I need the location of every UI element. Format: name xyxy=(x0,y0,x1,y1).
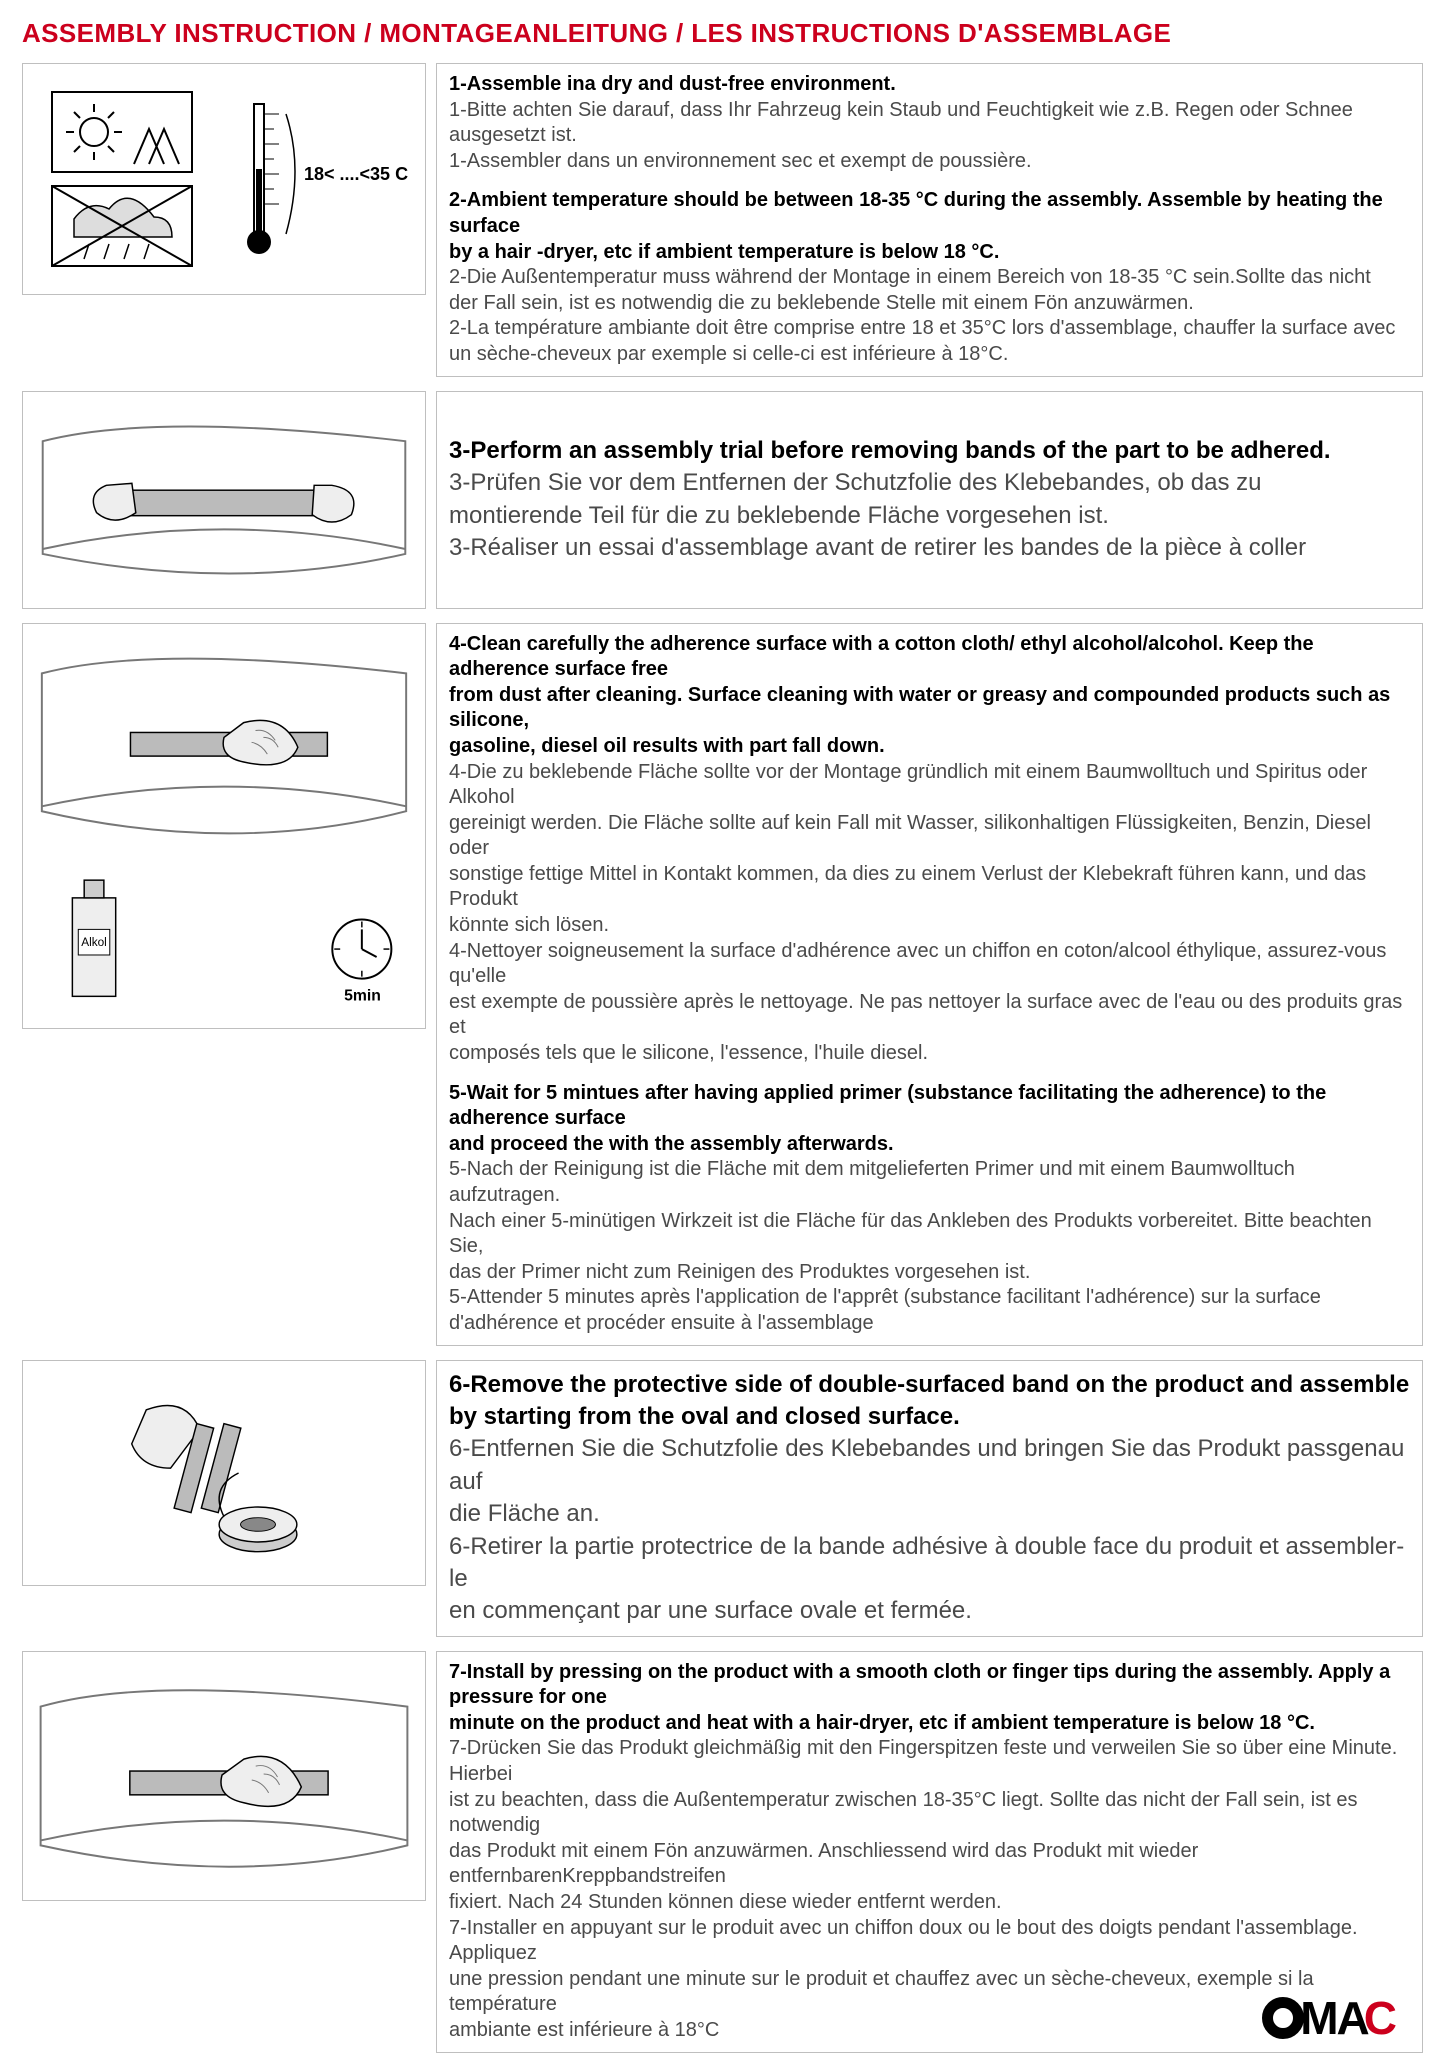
step6-en-l1: 6-Remove the protective side of double-s… xyxy=(449,1369,1410,1401)
temp-label: 18< ....<35 C xyxy=(304,164,408,184)
illustration-press xyxy=(22,1651,426,1901)
step-row-2: 3-Perform an assembly trial before remov… xyxy=(22,391,1423,609)
step7-de-l3: das Produkt mit einem Fön anzuwärmen. An… xyxy=(449,1839,1410,1890)
step-4-5-text: 4-Clean carefully the adherence surface … xyxy=(436,623,1423,1346)
step6-en-l2: by starting from the oval and closed sur… xyxy=(449,1401,1410,1433)
step7-fr-l1: 7-Installer en appuyant sur le produit a… xyxy=(449,1916,1410,1967)
step4-en-l1: 4-Clean carefully the adherence surface … xyxy=(449,632,1410,683)
temp-icon: 18< ....<35 C xyxy=(33,74,415,284)
step3-de-l2: montierende Teil für die zu beklebende F… xyxy=(449,500,1410,532)
trial-icon xyxy=(33,402,415,598)
step4-fr-l3: composés tels que le silicone, l'essence… xyxy=(449,1041,1410,1067)
step-6-text: 6-Remove the protective side of double-s… xyxy=(436,1360,1423,1637)
page: ASSEMBLY INSTRUCTION / MONTAGEANLEITUNG … xyxy=(22,18,1423,2053)
step5-fr-l1: 5-Attender 5 minutes après l'application… xyxy=(449,1285,1410,1311)
step4-fr-l2: est exempte de poussière après le nettoy… xyxy=(449,990,1410,1041)
step4-fr-l1: 4-Nettoyer soigneusement la surface d'ad… xyxy=(449,939,1410,990)
step3-en: 3-Perform an assembly trial before remov… xyxy=(449,435,1410,467)
step7-de-l2: ist zu beachten, dass die Außentemperatu… xyxy=(449,1788,1410,1839)
step4-de-l1: 4-Die zu beklebende Fläche sollte vor de… xyxy=(449,760,1410,811)
step-1-2-text: 1-Assemble ina dry and dust-free environ… xyxy=(436,63,1423,377)
step4-en-l3: gasoline, diesel oil results with part f… xyxy=(449,734,1410,760)
step4-de-l4: könnte sich lösen. xyxy=(449,913,1410,939)
step7-de-l1: 7-Drücken Sie das Produkt gleichmäßig mi… xyxy=(449,1736,1410,1787)
step5-fr-l2: d'adhérence et procéder ensuite à l'asse… xyxy=(449,1311,1410,1337)
step-3-text: 3-Perform an assembly trial before remov… xyxy=(436,391,1423,609)
step7-en-l2: minute on the product and heat with a ha… xyxy=(449,1711,1410,1737)
step2-de-l1: 2-Die Außentemperatur muss während der M… xyxy=(449,265,1410,291)
page-title: ASSEMBLY INSTRUCTION / MONTAGEANLEITUNG … xyxy=(22,18,1423,49)
step2-fr-l2: un sèche-cheveux par exemple si celle-ci… xyxy=(449,342,1410,368)
step-row-1: 18< ....<35 C 1-Assemble ina dry and dus… xyxy=(22,63,1423,377)
step3-fr: 3-Réaliser un essai d'assemblage avant d… xyxy=(449,532,1410,564)
step6-fr-l2: en commençant par une surface ovale et f… xyxy=(449,1595,1410,1627)
step5-en-l2: and proceed the with the assembly afterw… xyxy=(449,1132,1410,1158)
illustration-environment: 18< ....<35 C xyxy=(22,63,426,295)
step2-de-l2: der Fall sein, ist es notwendig die zu b… xyxy=(449,291,1410,317)
step6-fr-l1: 6-Retirer la partie protectrice de la ba… xyxy=(449,1531,1410,1596)
step2-fr-l1: 2-La température ambiante doit être comp… xyxy=(449,316,1410,342)
step4-en-l2: from dust after cleaning. Surface cleani… xyxy=(449,683,1410,734)
step5-en-l1: 5-Wait for 5 mintues after having applie… xyxy=(449,1081,1410,1132)
illustration-remove-band xyxy=(22,1360,426,1586)
press-icon xyxy=(33,1662,415,1890)
step-row-5: 7-Install by pressing on the product wit… xyxy=(22,1651,1423,2053)
illustration-clean-primer: Alkol 5min xyxy=(22,623,426,1029)
step2-en-l1: 2-Ambient temperature should be between … xyxy=(449,188,1410,239)
step7-en-l1: 7-Install by pressing on the product wit… xyxy=(449,1660,1410,1711)
remove-band-icon xyxy=(33,1371,415,1575)
step7-de-l4: fixiert. Nach 24 Stunden können diese wi… xyxy=(449,1890,1410,1916)
step6-de-l2: die Fläche an. xyxy=(449,1498,1410,1530)
step-row-4: 6-Remove the protective side of double-s… xyxy=(22,1360,1423,1637)
step3-de-l1: 3-Prüfen Sie vor dem Entfernen der Schut… xyxy=(449,467,1410,499)
step1-fr: 1-Assembler dans un environnement sec et… xyxy=(449,149,1410,175)
step5-de-l2: Nach einer 5-minütigen Wirkzeit ist die … xyxy=(449,1209,1410,1260)
step5-de-l3: das der Primer nicht zum Reinigen des Pr… xyxy=(449,1260,1410,1286)
clean-icon: Alkol 5min xyxy=(33,634,415,1018)
step2-en-l2: by a hair -dryer, etc if ambient tempera… xyxy=(449,240,1410,266)
illustration-trial xyxy=(22,391,426,609)
brand-logo: MAC xyxy=(1262,1991,1395,2045)
clock-label: 5min xyxy=(344,987,381,1004)
step1-de: 1-Bitte achten Sie darauf, dass Ihr Fahr… xyxy=(449,98,1410,149)
alkol-label: Alkol xyxy=(81,935,107,949)
step4-de-l2: gereinigt werden. Die Fläche sollte auf … xyxy=(449,811,1410,862)
step4-de-l3: sonstige fettige Mittel in Kontakt komme… xyxy=(449,862,1410,913)
step6-de-l1: 6-Entfernen Sie die Schutzfolie des Kleb… xyxy=(449,1433,1410,1498)
step5-de-l1: 5-Nach der Reinigung ist die Fläche mit … xyxy=(449,1157,1410,1208)
step-row-3: Alkol 5min 4-Clean carefully the adheren… xyxy=(22,623,1423,1346)
step1-en: 1-Assemble ina dry and dust-free environ… xyxy=(449,72,1410,98)
